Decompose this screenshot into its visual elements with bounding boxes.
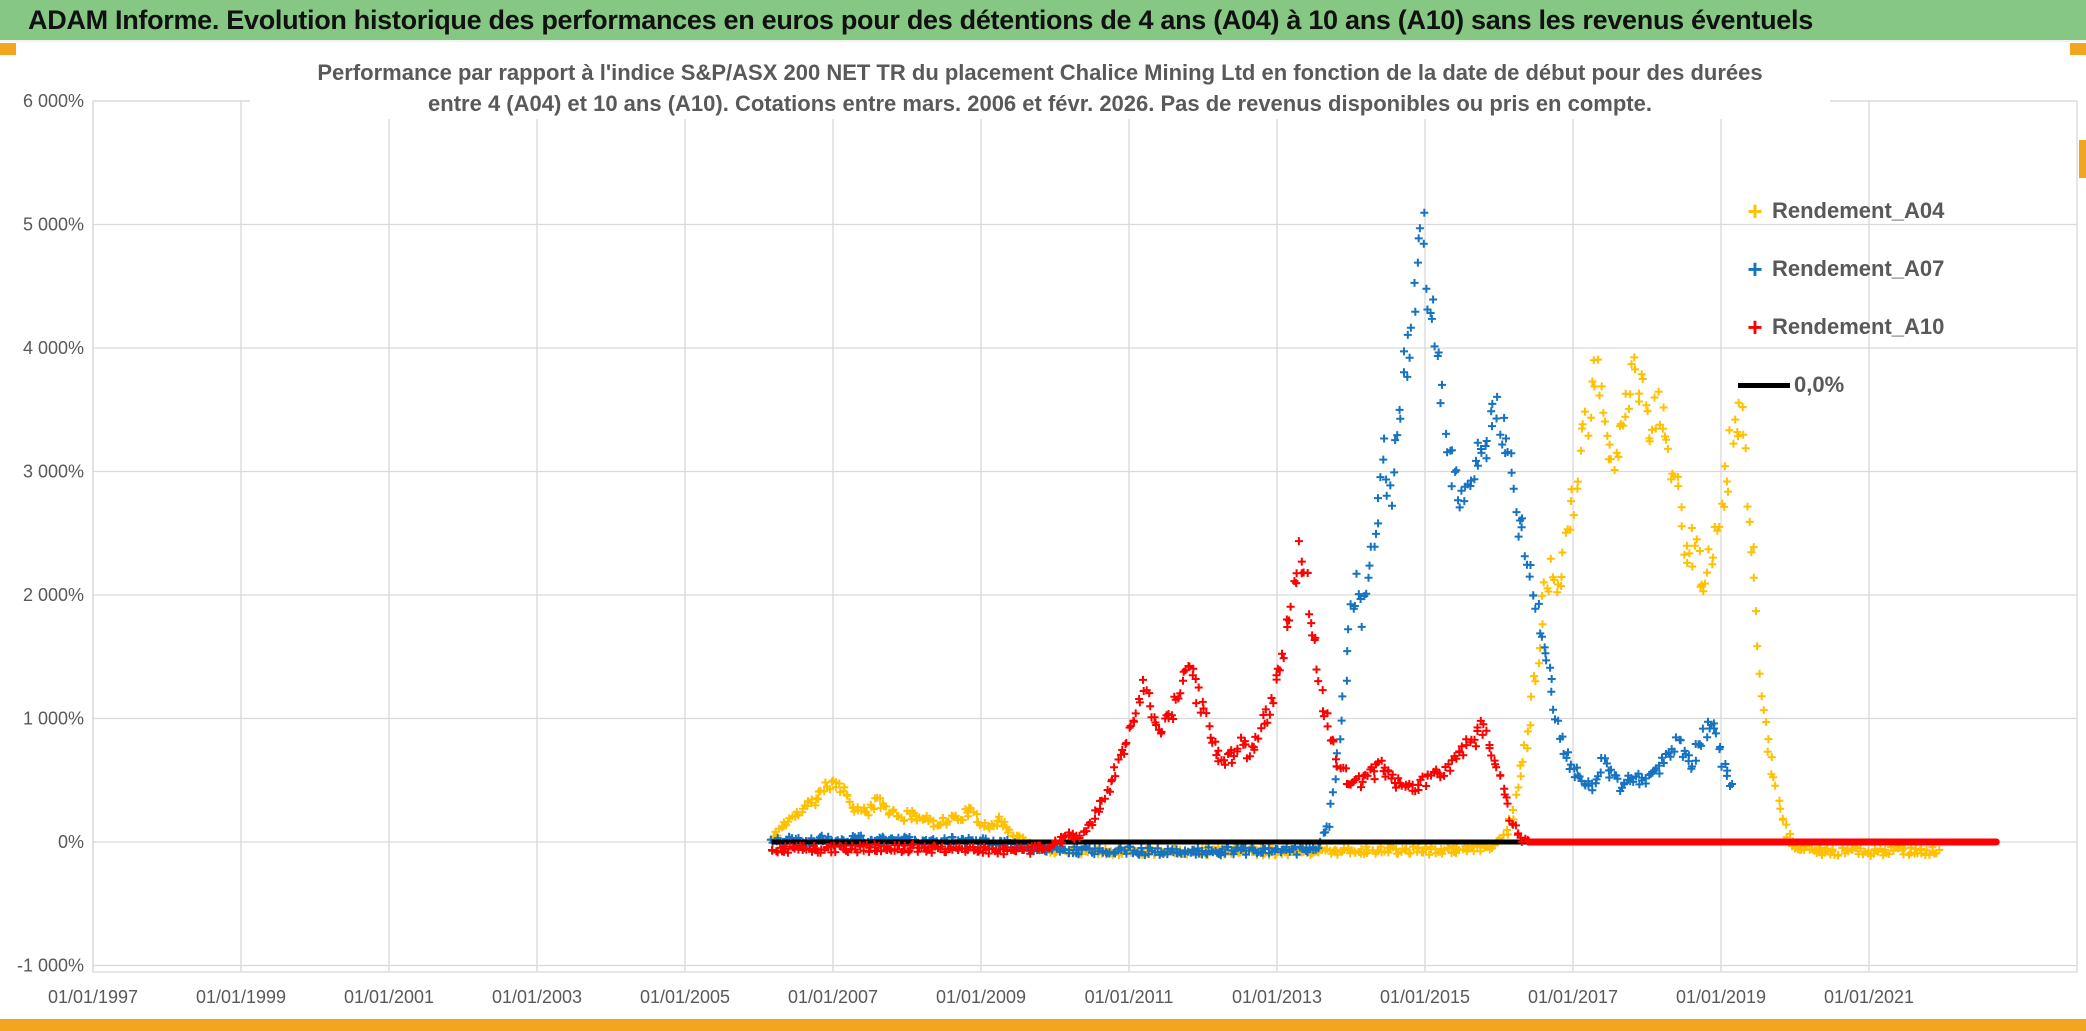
orange-accent-top-left — [0, 43, 16, 55]
y-axis-labels: -1 000% 0% 1 000% 2 000% 3 000% 4 000% 5 000% 6… — [17, 91, 84, 976]
orange-accent-top-right — [2070, 43, 2086, 55]
legend-item-zero-line: 0,0% — [1738, 356, 1944, 414]
x-axis-label: 01/01/2007 — [788, 987, 878, 1007]
y-axis-label: 0% — [58, 832, 84, 852]
chart-legend: + Rendement_A04 + Rendement_A07 + Rendem… — [1738, 182, 1944, 414]
legend-label: Rendement_A07 — [1772, 256, 1945, 281]
legend-item-rendement-a04: + Rendement_A04 — [1738, 182, 1944, 240]
y-axis-label: -1 000% — [17, 956, 84, 976]
x-axis-label: 01/01/2001 — [344, 987, 434, 1007]
legend-label: 0,0% — [1794, 372, 1845, 397]
chart-subtitle-line-2: entre 4 (A04) et 10 ans (A10). Cotations… — [428, 91, 1652, 116]
series-rendement-a10 — [768, 537, 1533, 859]
x-axis-label: 01/01/2015 — [1380, 987, 1470, 1007]
y-axis-label: 4 000% — [23, 338, 84, 358]
y-axis-label: 6 000% — [23, 91, 84, 111]
legend-item-rendement-a10: + Rendement_A10 — [1738, 298, 1944, 356]
report-title: ADAM Informe. Evolution historique des p… — [28, 4, 1813, 35]
x-axis-label: 01/01/2011 — [1085, 987, 1174, 1007]
x-axis-label: 01/01/2003 — [492, 987, 582, 1007]
series-rendement-a07 — [766, 208, 1737, 860]
x-axis-label: 01/01/2019 — [1676, 987, 1766, 1007]
plus-marker-icon: + — [1747, 254, 1763, 284]
y-axis-label: 1 000% — [23, 709, 84, 729]
x-axis-label: 01/01/2021 — [1824, 987, 1914, 1007]
orange-bottom-bar — [0, 1019, 2086, 1031]
x-axis-label: 01/01/2013 — [1232, 987, 1322, 1007]
chart-subtitle-line-1: Performance par rapport à l'indice S&P/A… — [317, 60, 1763, 85]
x-axis-labels: 01/01/1997 01/01/1999 01/01/2001 01/01/2003… — [48, 987, 1914, 1007]
y-axis-label: 3 000% — [23, 462, 84, 482]
legend-item-rendement-a07: + Rendement_A07 — [1738, 240, 1944, 298]
y-axis-label: 5 000% — [23, 215, 84, 235]
plus-marker-icon: + — [1747, 196, 1763, 226]
chart-subtitle: Performance par rapport à l'indice S&P/A… — [250, 57, 1830, 119]
legend-label: Rendement_A04 — [1772, 198, 1945, 223]
x-axis-label: 01/01/2009 — [936, 987, 1026, 1007]
x-axis-label: 01/01/1999 — [196, 987, 286, 1007]
x-axis-label: 01/01/2005 — [640, 987, 730, 1007]
report-title-bar: ADAM Informe. Evolution historique des p… — [0, 0, 2086, 42]
zero-line-swatch — [1738, 382, 1790, 388]
y-axis-label: 2 000% — [23, 585, 84, 605]
orange-accent-right-edge — [2079, 140, 2086, 178]
x-axis-label: 01/01/1997 — [48, 987, 138, 1007]
plus-marker-icon: + — [1747, 312, 1763, 342]
x-axis-label: 01/01/2017 — [1528, 987, 1618, 1007]
legend-label: Rendement_A10 — [1772, 314, 1945, 339]
